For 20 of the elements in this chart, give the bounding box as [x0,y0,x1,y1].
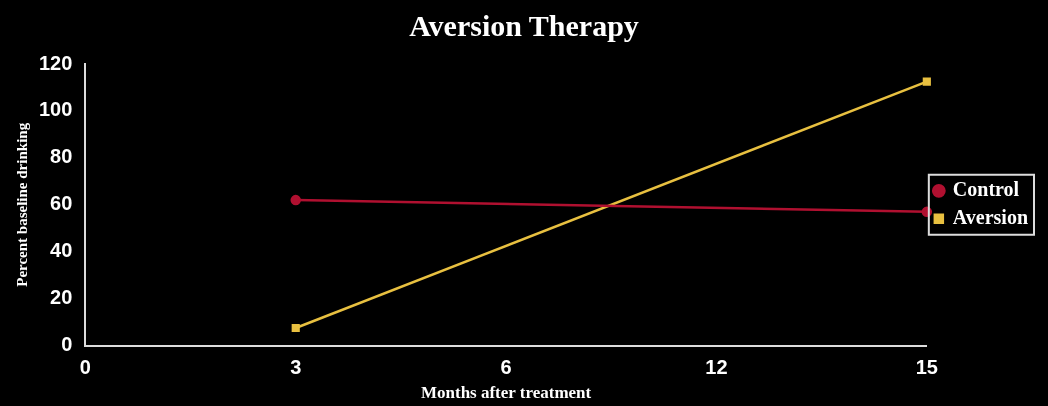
x-axis-title: Months after treatment [420,383,592,403]
x-tick-label: 12 [705,356,728,379]
x-tick-label: 0 [79,356,91,379]
y-tick-label: 100 [38,98,73,121]
point [291,323,300,333]
chart-title: Aversion Therapy [409,8,639,42]
y-tick-label: 60 [50,192,73,215]
legend-label: Control [952,177,1020,200]
y-tick-label: 120 [38,51,73,74]
x-tick-label: 15 [915,356,938,379]
y-tick-label: 80 [50,145,73,168]
y-axis-title: Percent baseline drinking [13,122,30,287]
y-tick-label: 0 [61,333,73,356]
legend-label: Aversion [952,205,1029,228]
x-tick-label: 6 [500,356,512,379]
y-tick-label: 20 [50,286,73,309]
y-tick-label: 40 [50,239,73,262]
point [922,77,931,86]
point [290,194,301,206]
x-tick-label: 3 [290,356,302,379]
